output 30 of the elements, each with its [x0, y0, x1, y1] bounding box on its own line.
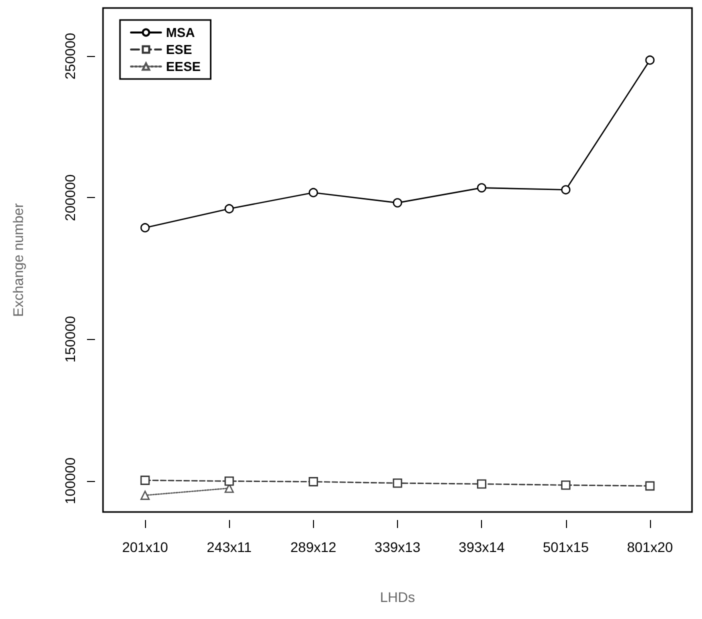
point [224, 476, 234, 486]
point [224, 204, 234, 214]
point [140, 223, 150, 232]
y-tick-label: 100000 [62, 457, 78, 504]
point [308, 188, 318, 198]
point [308, 477, 318, 486]
point [645, 55, 655, 65]
x-tick-label: 201x10 [122, 539, 168, 555]
x-tick-label: 289x12 [290, 539, 337, 555]
legend-label: EESE [166, 59, 202, 74]
y-axis-title: Exchange number [10, 202, 26, 317]
point [476, 479, 486, 489]
y-tick-label: 250000 [62, 32, 78, 80]
y-tick-label: 150000 [62, 316, 78, 363]
x-tick-label: 501x15 [542, 539, 589, 555]
point [477, 183, 486, 192]
y-tick-label: 200000 [62, 174, 78, 222]
point [392, 198, 402, 208]
point [645, 481, 655, 491]
legend-label: MSA [166, 25, 196, 40]
x-tick-label: 801x20 [626, 539, 674, 555]
point [561, 185, 570, 194]
x-tick-label: 243x11 [206, 539, 252, 555]
legend-label: ESE [166, 42, 192, 57]
x-axis-title: LHDs [380, 589, 416, 605]
point [392, 478, 402, 488]
x-tick-label: 393x14 [458, 539, 505, 555]
point [140, 476, 150, 485]
point [561, 480, 570, 490]
x-tick-label: 339x13 [374, 539, 421, 555]
